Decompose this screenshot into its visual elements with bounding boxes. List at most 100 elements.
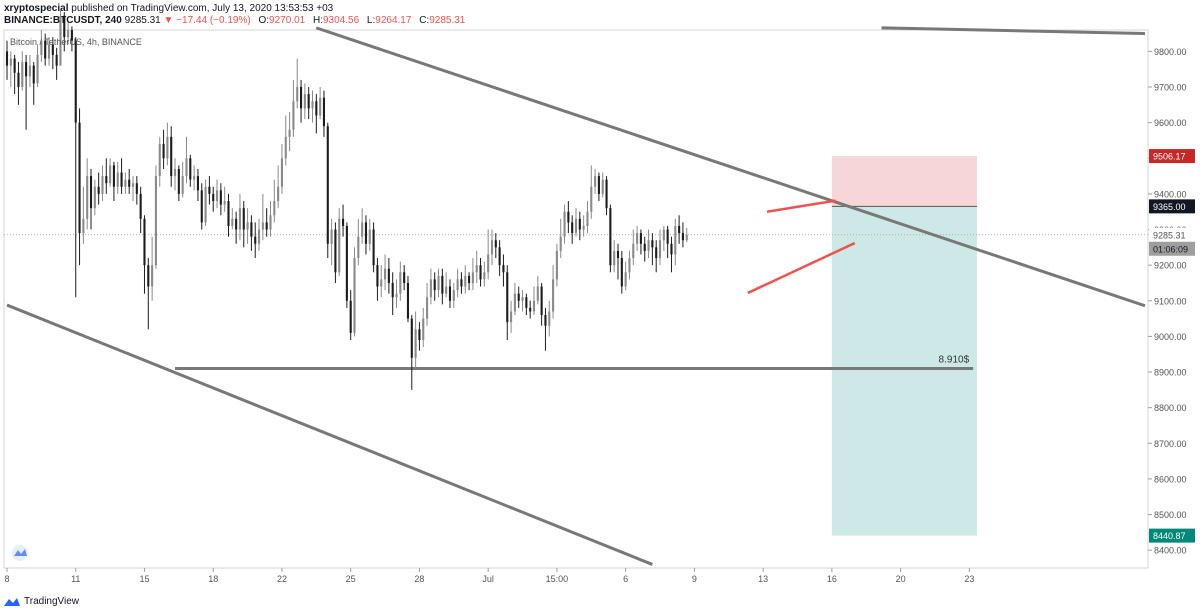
candle-body[interactable] xyxy=(223,201,226,205)
candle-body[interactable] xyxy=(410,318,413,358)
candle-body[interactable] xyxy=(597,176,600,194)
candle-body[interactable] xyxy=(628,258,631,273)
candle-body[interactable] xyxy=(632,243,635,259)
candle-body[interactable] xyxy=(651,240,654,248)
candle-body[interactable] xyxy=(21,62,24,88)
candle-body[interactable] xyxy=(685,234,688,241)
candle-body[interactable] xyxy=(361,222,364,237)
candle-body[interactable] xyxy=(460,279,463,287)
candle-body[interactable] xyxy=(166,136,169,159)
symbol-name[interactable]: BINANCE:BTCUSDT, 240 xyxy=(4,15,122,26)
candle-body[interactable] xyxy=(555,250,558,280)
candle-body[interactable] xyxy=(521,297,524,301)
candle-body[interactable] xyxy=(70,30,73,41)
candle-body[interactable] xyxy=(154,176,157,266)
candle-body[interactable] xyxy=(147,265,150,287)
candle-body[interactable] xyxy=(475,265,478,273)
candle-body[interactable] xyxy=(28,65,31,77)
candle-body[interactable] xyxy=(338,218,341,273)
candle-body[interactable] xyxy=(479,265,482,280)
candle-body[interactable] xyxy=(173,168,177,177)
candle-body[interactable] xyxy=(112,165,115,187)
candle-body[interactable] xyxy=(128,179,131,187)
candle-body[interactable] xyxy=(170,136,173,177)
candle-body[interactable] xyxy=(433,279,436,291)
candle-body[interactable] xyxy=(655,247,658,259)
candle-body[interactable] xyxy=(571,222,574,234)
candle-body[interactable] xyxy=(586,211,589,226)
candle-body[interactable] xyxy=(212,193,215,202)
wedge-upper-line[interactable] xyxy=(766,199,836,213)
candle-body[interactable] xyxy=(590,186,593,212)
candle-body[interactable] xyxy=(643,243,646,251)
candle-body[interactable] xyxy=(578,218,581,230)
candle-body[interactable] xyxy=(17,72,20,88)
candle-body[interactable] xyxy=(307,94,310,109)
candle-body[interactable] xyxy=(563,211,566,237)
candle-body[interactable] xyxy=(464,275,467,287)
candle-body[interactable] xyxy=(540,286,543,316)
candle-body[interactable] xyxy=(674,225,677,255)
candle-body[interactable] xyxy=(445,286,448,294)
candle-body[interactable] xyxy=(181,176,184,194)
candle-body[interactable] xyxy=(670,243,673,255)
candle-body[interactable] xyxy=(101,176,104,194)
candle-body[interactable] xyxy=(277,186,280,202)
candle-body[interactable] xyxy=(93,186,96,209)
candle-body[interactable] xyxy=(158,144,161,177)
candle-body[interactable] xyxy=(609,208,612,266)
candle-body[interactable] xyxy=(319,97,322,116)
candle-body[interactable] xyxy=(395,293,398,298)
candle-body[interactable] xyxy=(487,254,490,273)
candle-body[interactable] xyxy=(662,229,665,241)
candle-body[interactable] xyxy=(559,236,562,251)
candle-body[interactable] xyxy=(418,329,421,340)
candle-body[interactable] xyxy=(391,282,394,298)
candle-body[interactable] xyxy=(448,286,452,301)
candle-body[interactable] xyxy=(414,329,417,358)
candle-body[interactable] xyxy=(666,229,669,244)
candle-body[interactable] xyxy=(97,186,100,194)
candle-body[interactable] xyxy=(406,282,410,319)
candle-body[interactable] xyxy=(193,176,196,180)
wedge-lower-line[interactable] xyxy=(747,241,856,295)
candle-body[interactable] xyxy=(681,233,684,241)
candle-body[interactable] xyxy=(429,279,432,298)
candle-body[interactable] xyxy=(261,222,264,230)
candle-body[interactable] xyxy=(315,101,318,116)
candle-body[interactable] xyxy=(552,279,555,312)
candle-body[interactable] xyxy=(567,211,570,223)
author-name[interactable]: xryptospecial xyxy=(4,3,69,14)
candle-body[interactable] xyxy=(403,272,406,283)
candle-body[interactable] xyxy=(582,225,585,230)
candle-body[interactable] xyxy=(124,179,127,187)
candle-body[interactable] xyxy=(498,247,501,266)
candle-body[interactable] xyxy=(219,190,222,205)
candle-body[interactable] xyxy=(353,258,356,333)
candle-body[interactable] xyxy=(357,236,360,259)
lower-support-channel-line[interactable] xyxy=(6,303,653,566)
candle-body[interactable] xyxy=(616,250,620,259)
candle-body[interactable] xyxy=(620,258,623,287)
candle-body[interactable] xyxy=(36,54,39,84)
candle-body[interactable] xyxy=(471,272,474,283)
candle-body[interactable] xyxy=(647,240,650,251)
candle-body[interactable] xyxy=(86,176,89,219)
candle-body[interactable] xyxy=(196,176,199,191)
candle-body[interactable] xyxy=(139,193,142,219)
candle-body[interactable] xyxy=(303,94,306,109)
candle-body[interactable] xyxy=(51,44,54,55)
candle-body[interactable] xyxy=(288,129,291,137)
candle-body[interactable] xyxy=(74,40,77,123)
candle-body[interactable] xyxy=(372,229,375,266)
candle-body[interactable] xyxy=(254,236,257,244)
candle-body[interactable] xyxy=(273,201,276,216)
candle-body[interactable] xyxy=(387,268,390,283)
candle-body[interactable] xyxy=(506,272,509,323)
candle-body[interactable] xyxy=(322,97,326,127)
candle-body[interactable] xyxy=(82,218,85,234)
candle-body[interactable] xyxy=(349,300,352,333)
candle-body[interactable] xyxy=(55,54,58,66)
candle-body[interactable] xyxy=(658,240,662,259)
candle-body[interactable] xyxy=(399,272,402,294)
